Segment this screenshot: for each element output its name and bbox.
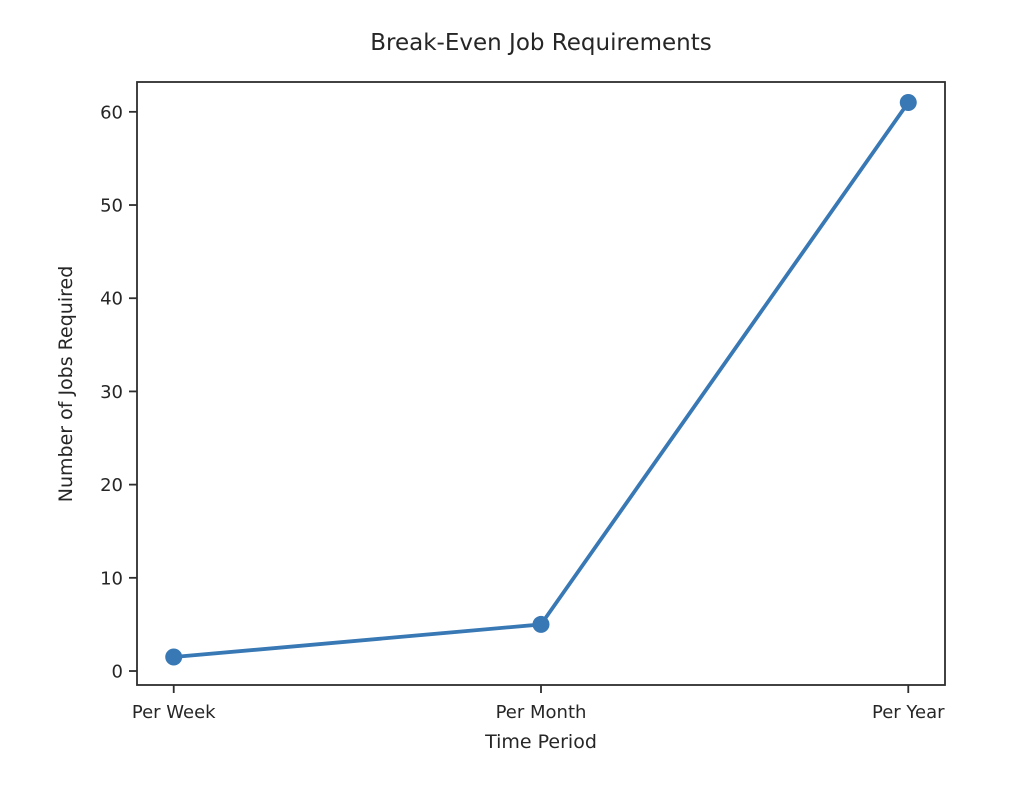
y-tick-label: 40 [100,289,123,310]
y-tick-label: 50 [100,196,123,217]
y-tick-label: 30 [100,382,123,403]
data-point [532,615,550,633]
x-axis-label: Time Period [485,731,597,753]
chart-title: Break-Even Job Requirements [370,30,712,56]
x-tick-label: Per Year [872,702,945,723]
y-tick-label: 60 [100,102,123,123]
y-tick-label: 10 [100,568,123,589]
x-tick-label: Per Week [132,702,216,723]
data-point [165,648,183,666]
plot-box [136,81,946,686]
y-tick-label: 0 [112,662,123,683]
data-point [899,94,917,112]
y-tick-label: 20 [100,475,123,496]
x-tick-label: Per Month [496,702,587,723]
line-series [171,100,911,659]
